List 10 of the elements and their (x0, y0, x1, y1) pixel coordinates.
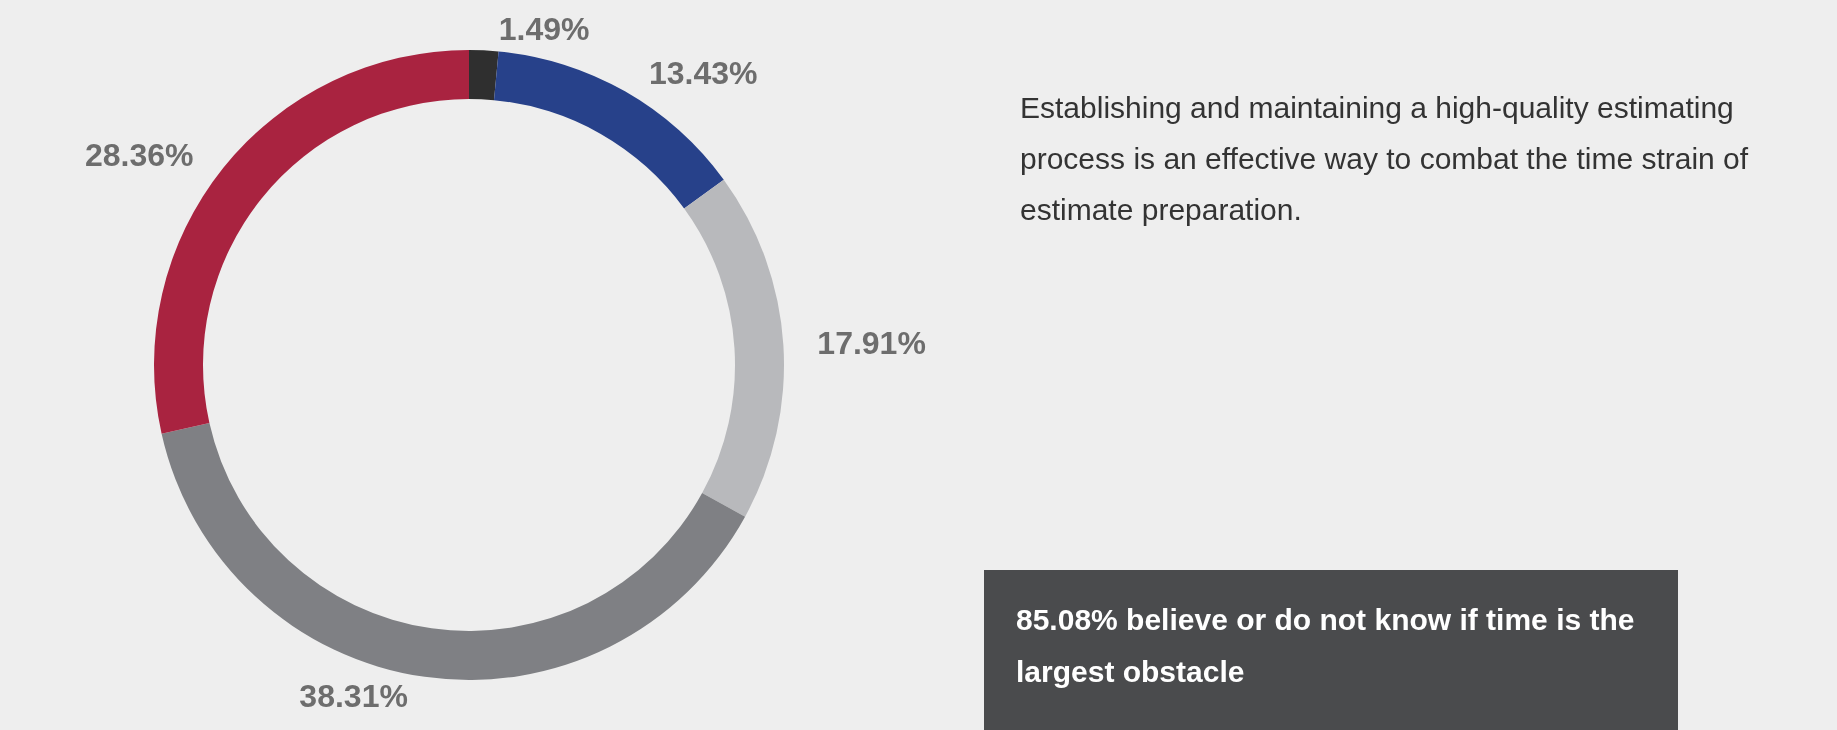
donut-slice (469, 50, 499, 101)
callout-box: 85.08% believe or do not know if time is the largest obstacle (984, 570, 1678, 730)
data-label: 38.31% (299, 677, 408, 714)
data-label: 1.49% (498, 11, 590, 48)
donut-slice (161, 423, 746, 680)
data-label: 28.36% (85, 136, 194, 173)
data-label: 17.91% (817, 324, 926, 361)
data-label: 13.43% (648, 54, 758, 91)
text: Establishing and maintaining a high-quality estimating process is an effective way to combat the time strain of estimate preparation. (1020, 90, 1750, 228)
donut-slice (684, 179, 784, 517)
